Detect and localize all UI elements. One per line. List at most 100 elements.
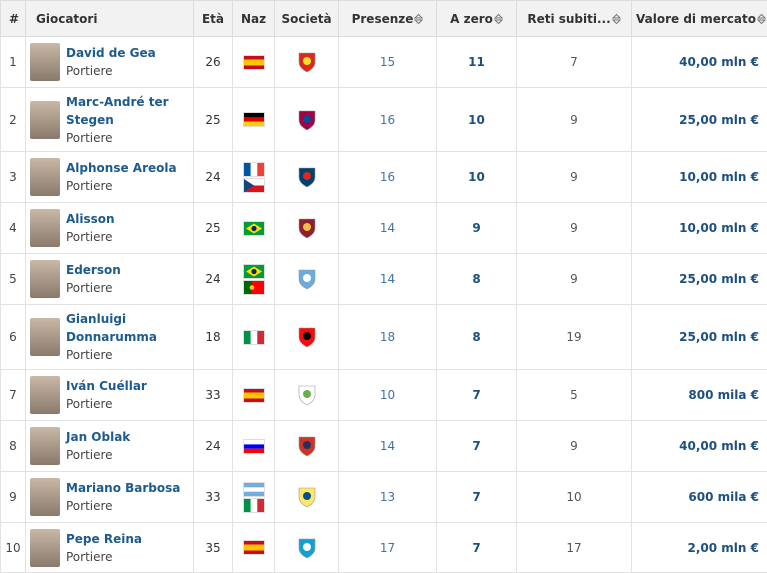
player-role: Portiere (66, 230, 113, 244)
club-cell (274, 87, 339, 152)
player-name[interactable]: Jan Oblak (66, 430, 131, 444)
appearances-cell: 14 (338, 202, 437, 254)
clean-sheets: 10 (468, 112, 485, 127)
player-name[interactable]: Ederson (66, 263, 121, 277)
club-cell (274, 471, 339, 523)
column-header[interactable]: A zero (436, 0, 517, 37)
player-name[interactable]: Mariano Barbosa (66, 481, 181, 495)
flag (242, 329, 265, 345)
player-role: Portiere (66, 549, 113, 564)
player-role: Portiere (66, 64, 113, 78)
player-name[interactable]: Alisson (66, 212, 115, 226)
player-info: David de Gea Portiere (66, 44, 156, 80)
market-value: 25,00 mln € (679, 272, 759, 286)
club-crest[interactable] (296, 486, 318, 508)
flag (242, 112, 265, 127)
clean-sheets-cell: 7 (436, 471, 517, 523)
age: 24 (205, 439, 221, 453)
age: 33 (205, 490, 221, 504)
nationality-cell (232, 202, 275, 254)
player: Gianluigi Donnarumma Portiere (30, 310, 189, 364)
clean-sheets: 7 (472, 388, 481, 402)
player-name[interactable]: Marc-André ter Stegen (66, 94, 169, 127)
sort-icon[interactable] (611, 14, 621, 24)
sort-icon[interactable] (756, 14, 766, 24)
clean-sheets: 7 (472, 439, 481, 453)
player-photo (30, 478, 60, 516)
club-crest[interactable] (296, 384, 318, 406)
goals-conceded-cell: 9 (516, 253, 632, 305)
rank: 3 (9, 170, 17, 184)
market-value: 40,00 mln € (679, 55, 759, 69)
player-row: 7 Iván Cuéllar Portiere 33 10 7 5 800 mila € (0, 369, 767, 421)
market-value: 25,00 mln € (679, 330, 759, 344)
player-photo (30, 158, 60, 196)
club-crest[interactable] (296, 537, 318, 559)
player-photo (30, 209, 60, 247)
market-value: 40,00 mln € (679, 439, 759, 453)
player-name[interactable]: Gianluigi Donnarumma (66, 312, 157, 344)
rank-cell: 2 (0, 87, 26, 152)
market-value-cell: 10,00 mln € (631, 202, 767, 254)
player-row: 2 Marc-André ter Stegen Portiere 25 16 10 9 25,… (0, 87, 767, 152)
player-name[interactable]: Pepe Reina (66, 531, 142, 546)
club-crest[interactable] (296, 166, 318, 188)
club-crest[interactable] (296, 326, 318, 348)
column-header[interactable]: Reti subiti... (516, 0, 632, 37)
player-info: Ederson Portiere (66, 261, 121, 297)
player-photo (30, 376, 60, 414)
player-photo (30, 528, 60, 567)
age-cell: 26 (193, 36, 233, 88)
club-crest[interactable] (296, 435, 318, 457)
header-label: A zero (450, 11, 493, 26)
player-info: Iván Cuéllar Portiere (66, 377, 147, 413)
column-header[interactable]: Presenze (338, 0, 437, 37)
market-value-cell: 40,00 mln € (631, 36, 767, 88)
player-name[interactable]: Iván Cuéllar (66, 379, 147, 393)
column-header: Naz (232, 0, 275, 37)
player-photo (30, 318, 60, 356)
appearances-cell: 17 (338, 522, 437, 573)
player-role: Portiere (66, 499, 113, 513)
club-crest[interactable] (296, 217, 318, 239)
column-header: # (0, 0, 26, 37)
appearances: 14 (379, 439, 396, 453)
age: 25 (205, 221, 221, 235)
rank-cell: 10 (0, 522, 26, 573)
age: 24 (205, 170, 221, 184)
header-label: # (9, 11, 20, 26)
player: Ederson Portiere (30, 260, 189, 298)
club-cell (274, 253, 339, 305)
header-label: Società (281, 11, 332, 26)
club-crest[interactable] (296, 51, 318, 73)
appearances-cell: 14 (338, 253, 437, 305)
market-value-cell: 25,00 mln € (631, 253, 767, 305)
clean-sheets: 11 (468, 55, 485, 69)
sort-icon[interactable] (414, 14, 424, 24)
rank: 8 (9, 439, 17, 453)
player-name[interactable]: Alphonse Areola (66, 161, 177, 175)
age: 24 (205, 272, 221, 286)
club-cell (274, 304, 339, 370)
club-crest[interactable] (296, 268, 318, 290)
column-header: Società (274, 0, 339, 37)
appearances-cell: 10 (338, 369, 437, 421)
age-cell: 33 (193, 471, 233, 523)
player-name[interactable]: David de Gea (66, 46, 156, 60)
rank-cell: 9 (0, 471, 26, 523)
goals-conceded-cell: 9 (516, 151, 632, 203)
column-header[interactable]: Valore di mercato (631, 0, 767, 37)
nationality-cell (232, 151, 275, 203)
club-crest[interactable] (296, 109, 318, 131)
clean-sheets-cell: 11 (436, 36, 517, 88)
appearances: 16 (379, 170, 396, 184)
sort-icon[interactable] (493, 14, 503, 24)
player-photo (30, 100, 60, 139)
club-cell (274, 369, 339, 421)
age-cell: 18 (193, 304, 233, 370)
player-row: 1 David de Gea Portiere 26 15 11 7 40,00 mln € (0, 36, 767, 88)
header-label: Valore di mercato (636, 11, 756, 26)
rank: 7 (9, 388, 17, 402)
player-photo (30, 43, 60, 81)
flag (242, 540, 265, 555)
